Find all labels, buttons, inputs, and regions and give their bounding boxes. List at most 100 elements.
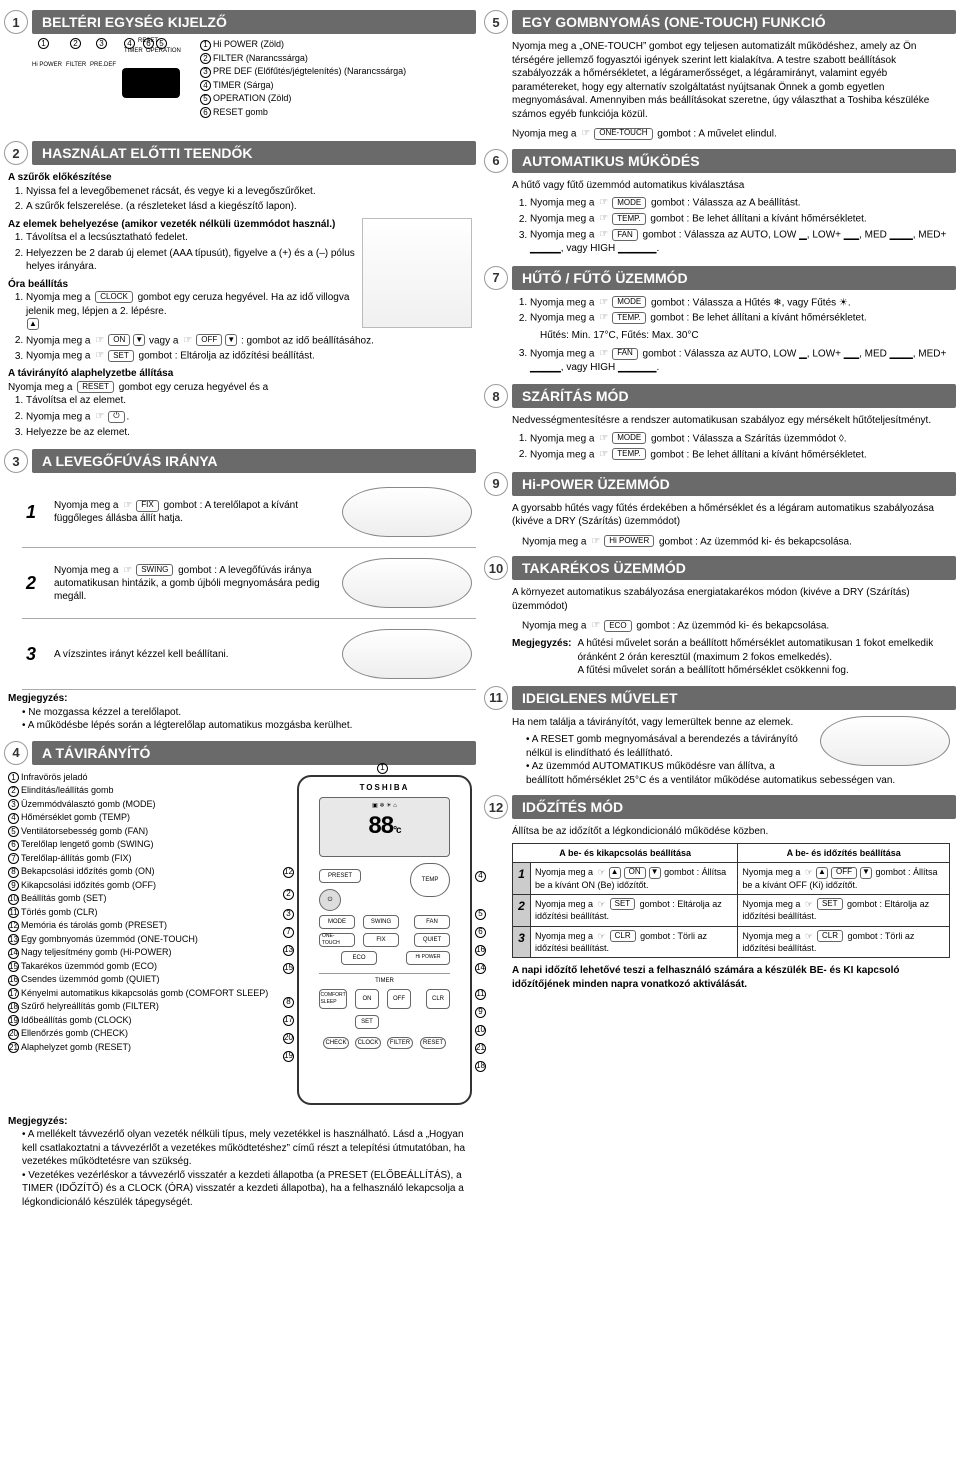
section-4-notes: Megjegyzés: A mellékelt távvezérlő olyan… [4, 1113, 476, 1212]
section-1-title: BELTÉRI EGYSÉG KIJELZŐ [32, 10, 476, 34]
remote-item-10: Beállítás gomb (SET) [21, 893, 107, 903]
airflow-row-2: 2 Nyomja meg a ☞SWING gombot : A levegőf… [22, 548, 476, 619]
remote-btn-clock: CLOCK [355, 1037, 381, 1049]
remote-btn-hipower: Hi POWER [406, 951, 450, 965]
section-2-content: A szűrők előkészítése Nyissa fel a leveg… [4, 169, 476, 443]
remote-item-12: Memória és tárolás gomb (PRESET) [21, 920, 167, 930]
hand-icon: ☞ [95, 410, 104, 424]
section-5-content: Nyomja meg a „ONE-TOUCH” gombot egy telj… [484, 38, 956, 143]
remote-item-15: Takarékos üzemmód gomb (ECO) [21, 961, 157, 971]
section-12-content: Állítsa be az időzítőt a légkondicionáló… [484, 823, 956, 993]
remote-item-21: Alaphelyzet gomb (RESET) [21, 1042, 131, 1052]
note-heading: Megjegyzés: [512, 637, 571, 678]
section-3-title: A LEVEGŐFÚVÁS IRÁNYA [32, 449, 476, 473]
hand-icon: ☞ [598, 898, 606, 910]
s12-lead: Állítsa be az időzítőt a légkondicionáló… [512, 825, 950, 839]
remote-btn-fan: FAN [414, 915, 450, 929]
note-1: Ne mozgassa kézzel a terelőlapot. [22, 706, 472, 720]
remote-item-2: Elindítás/leállítás gomb [21, 785, 114, 795]
section-4-title: A TÁVIRÁNYÍTÓ [32, 741, 476, 765]
off-key-chip: OFF [196, 334, 222, 346]
eco-key-chip: ECO [604, 620, 631, 632]
hand-icon: ☞ [599, 448, 608, 462]
reset-step-2: Nyomja meg a ☞⏻. [26, 410, 472, 424]
clock-key-chip: CLOCK [95, 291, 133, 303]
timer-row-3: 3 Nyomja meg a ☞CLR gombot : Törli az id… [513, 926, 950, 958]
section-2-number: 2 [4, 141, 28, 165]
section-9-number: 9 [484, 472, 508, 496]
hand-icon: ☞ [591, 619, 600, 633]
remote-item-14: Nagy teljesítmény gomb (Hi-POWER) [21, 947, 172, 957]
section-6-number: 6 [484, 149, 508, 173]
fan-key-chip: FAN [612, 348, 638, 360]
timer-table: A be- és kikapcsolás beállítása A be- és… [512, 843, 950, 959]
section-2-header: 2 HASZNÁLAT ELŐTTI TEENDŐK [4, 141, 476, 165]
unit-illustration [342, 629, 472, 679]
remote-btn-reset: RESET [420, 1037, 446, 1049]
hand-icon: ☞ [95, 349, 104, 363]
legend-5: OPERATION (Zöld) [213, 93, 291, 103]
timer-row-2: 2 Nyomja meg a ☞SET gombot : Eltárolja a… [513, 894, 950, 926]
timer-row-1: 1 Nyomja meg a ☞▲ON▼ gombot : Állítsa be… [513, 862, 950, 894]
section-7-number: 7 [484, 266, 508, 290]
remote-btn-fix: FIX [363, 933, 399, 947]
section-3-header: 3 A LEVEGŐFÚVÁS IRÁNYA [4, 449, 476, 473]
section-6-title: AUTOMATIKUS MŰKÖDÉS [512, 149, 956, 173]
legend-6: RESET gomb [213, 107, 268, 117]
s6-lead: A hűtő vagy fűtő üzemmód automatikus kiv… [512, 179, 950, 193]
remote-btn-eco: ECO [341, 951, 377, 965]
airflow-row-3: 3 A vízszintes irányt kézzel kell beállí… [22, 619, 476, 690]
remote-btn-temp: TEMP [410, 863, 450, 897]
set-key-chip: SET [108, 350, 134, 362]
section-9-title: Hi-POWER ÜZEMMÓD [512, 472, 956, 496]
s10-note-2: A fűtési művelet során a beállított hőmé… [577, 664, 950, 678]
filter-step-1: Nyissa fel a levegőbemenet rácsát, és ve… [26, 185, 472, 199]
remote-section: 1Infravörös jeladó 2Elindítás/leállítás … [4, 769, 476, 1107]
remote-item-18: Szűrő helyreállítás gomb (FILTER) [21, 1001, 159, 1011]
led-timer-label: TIMER [124, 48, 143, 54]
section-7-header: 7 HŰTŐ / FŰTŐ ÜZEMMÓD [484, 266, 956, 290]
section-8-header: 8 SZÁRÍTÁS MÓD [484, 384, 956, 408]
s12-foot: A napi időzítő lehetővé teszi a felhaszn… [512, 964, 950, 991]
s9-press: Nyomja meg a ☞Hi POWER gombot : Az üzemm… [522, 535, 950, 549]
hand-icon: ☞ [123, 564, 132, 577]
note-2: A működésbe lépés során a légterelőlap a… [22, 719, 472, 733]
section-7-title: HŰTŐ / FŰTŐ ÜZEMMÓD [512, 266, 956, 290]
section-5-title: EGY GOMBNYOMÁS (ONE-TOUCH) FUNKCIÓ [512, 10, 956, 34]
indoor-display-figure: Hi POWER FILTER PRE.DEF TIMER OPERATION … [4, 38, 476, 133]
section-8-content: Nedvességmentesítésre a rendszer automat… [484, 412, 956, 465]
clock-step-2: Nyomja meg a ☞ON▼ vagy a ☞OFF▼ : gombot … [26, 334, 472, 348]
section-1-number: 1 [4, 10, 28, 34]
s8-lead: Nedvességmentesítésre a rendszer automat… [512, 414, 950, 428]
off-key-chip: OFF [831, 867, 857, 879]
on-key-chip: ON [108, 334, 130, 346]
temp-key-chip: TEMP. [612, 312, 645, 324]
unit-illustration [342, 558, 472, 608]
s5-press: Nyomja meg a ☞ONE-TOUCH gombot : A művel… [512, 127, 950, 141]
section-1-header: 1 BELTÉRI EGYSÉG KIJELZŐ [4, 10, 476, 34]
reset-step-1: Távolítsa el az elemet. [26, 394, 472, 408]
hand-icon: ☞ [805, 930, 813, 942]
remote-note-1: A mellékelt távvezérlő olyan vezeték nél… [22, 1128, 472, 1169]
temp-key-chip: TEMP. [612, 448, 645, 460]
remote-btn-on: ON [355, 989, 379, 1009]
section-10-header: 10 TAKARÉKOS ÜZEMMÓD [484, 556, 956, 580]
hand-icon: ☞ [599, 196, 608, 210]
hand-icon: ☞ [581, 127, 590, 141]
section-12-number: 12 [484, 795, 508, 819]
remote-battery-illustration [362, 218, 472, 328]
section-6-content: A hűtő vagy fűtő üzemmód automatikus kiv… [484, 177, 956, 260]
remote-screen: ▣ ❄ ☀ ⌂ 88°c [319, 797, 450, 857]
remote-item-1: Infravörös jeladó [21, 772, 88, 782]
power-key-chip: ⏻ [108, 411, 124, 423]
section-3-number: 3 [4, 449, 28, 473]
remote-item-13: Egy gombnyomás üzemmód (ONE-TOUCH) [21, 934, 198, 944]
remote-btn-onetouch: ONE-TOUCH [319, 933, 355, 947]
section-5-number: 5 [484, 10, 508, 34]
section-2-title: HASZNÁLAT ELŐTTI TEENDŐK [32, 141, 476, 165]
section-10-title: TAKARÉKOS ÜZEMMÓD [512, 556, 956, 580]
mode-key-chip: MODE [612, 197, 646, 209]
section-11-title: IDEIGLENES MŰVELET [512, 686, 956, 710]
mode-key-chip: MODE [612, 432, 646, 444]
remote-btn-power: ⏻ [319, 889, 341, 911]
